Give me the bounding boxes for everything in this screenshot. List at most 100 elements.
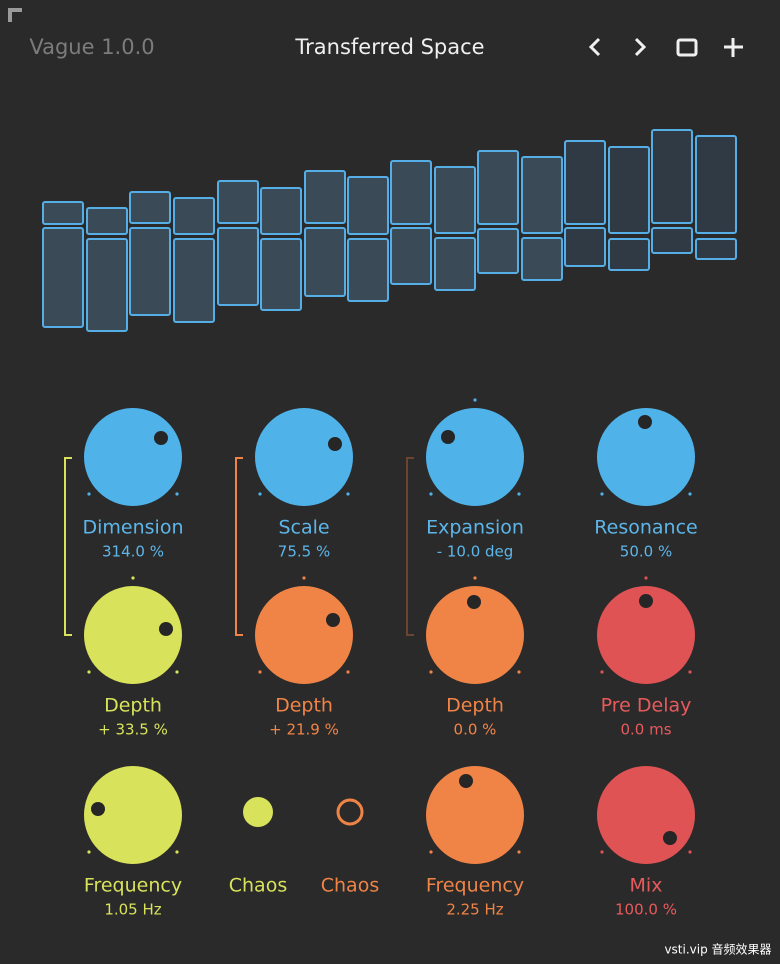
band-top — [260, 187, 302, 235]
band-bottom — [173, 238, 215, 323]
band-top — [608, 146, 650, 234]
control-value: 75.5 % — [278, 543, 330, 561]
range-dot — [87, 850, 91, 854]
knob[interactable] — [597, 766, 695, 864]
band-top — [477, 150, 519, 225]
link-bracket — [64, 457, 72, 636]
knob[interactable] — [255, 408, 353, 506]
band-bottom — [608, 238, 650, 271]
band-bottom — [347, 238, 389, 302]
control-label: Pre Delay — [601, 695, 692, 717]
control-value: 1.05 Hz — [104, 901, 161, 919]
range-dot — [517, 670, 521, 674]
control-value: - 10.0 deg — [437, 543, 514, 561]
range-dot — [346, 670, 350, 674]
band-bottom — [260, 238, 302, 311]
range-dot — [429, 850, 433, 854]
range-dot — [600, 492, 604, 496]
knob[interactable] — [426, 408, 524, 506]
knob[interactable] — [84, 586, 182, 684]
control-value: 0.0 ms — [620, 721, 671, 739]
control-label: Resonance — [594, 517, 697, 539]
band-top — [390, 160, 432, 225]
knob-indicator — [326, 613, 340, 627]
control-label: Frequency — [426, 875, 524, 897]
range-dot — [429, 492, 433, 496]
band-bottom — [86, 238, 128, 332]
knob-indicator — [663, 831, 677, 845]
band-top — [86, 207, 128, 235]
band-top — [129, 191, 171, 224]
add-button[interactable] — [724, 38, 743, 57]
knob[interactable] — [84, 766, 182, 864]
band-bottom — [390, 227, 432, 285]
watermark: vsti.vip 音频效果器 — [664, 942, 771, 957]
knob[interactable] — [255, 586, 353, 684]
band-top — [173, 197, 215, 235]
band-bottom — [129, 227, 171, 316]
band-top — [564, 140, 606, 225]
preset-name[interactable]: Transferred Space — [294, 35, 484, 59]
knob-indicator — [459, 774, 473, 788]
band-bottom — [434, 237, 476, 291]
band-bottom — [477, 228, 519, 274]
control-value: 314.0 % — [102, 543, 164, 561]
range-dot — [175, 850, 179, 854]
next-button[interactable] — [634, 37, 647, 57]
band-top — [42, 201, 84, 225]
band-bottom — [651, 227, 693, 254]
band-top — [347, 176, 389, 235]
range-dot — [688, 670, 692, 674]
knob[interactable] — [426, 586, 524, 684]
knob[interactable] — [84, 408, 182, 506]
range-dot — [517, 850, 521, 854]
band-top — [304, 170, 346, 224]
range-dot — [346, 492, 350, 496]
range-dot — [517, 492, 521, 496]
control-value: + 33.5 % — [98, 721, 168, 739]
band-top — [217, 180, 259, 224]
knob-indicator — [328, 437, 342, 451]
range-dot — [688, 492, 692, 496]
version: Vague 1.0.0 — [29, 35, 154, 59]
center-dot — [473, 576, 477, 580]
range-dot — [600, 670, 604, 674]
control-value: 2.25 Hz — [446, 901, 503, 919]
prev-button[interactable] — [588, 37, 601, 57]
knob[interactable] — [597, 586, 695, 684]
band-bottom — [217, 227, 259, 306]
knob-indicator — [159, 622, 173, 636]
band-top — [651, 129, 693, 224]
knob[interactable] — [597, 408, 695, 506]
chaos-toggle[interactable] — [336, 798, 364, 826]
chaos-toggle[interactable] — [243, 797, 273, 827]
range-dot — [175, 492, 179, 496]
control-label: Chaos — [229, 875, 287, 897]
range-dot — [87, 670, 91, 674]
range-dot — [688, 850, 692, 854]
control-value: 0.0 % — [454, 721, 497, 739]
center-dot — [131, 576, 135, 580]
control-label: Frequency — [84, 875, 182, 897]
knob-indicator — [639, 594, 653, 608]
knob[interactable] — [426, 766, 524, 864]
band-bottom — [304, 227, 346, 297]
control-label: Chaos — [321, 875, 379, 897]
control-label: Scale — [278, 517, 329, 539]
band-bottom — [42, 227, 84, 328]
range-dot — [175, 670, 179, 674]
knob-indicator — [154, 431, 168, 445]
range-dot — [600, 850, 604, 854]
band-top — [695, 135, 737, 234]
control-label: Expansion — [426, 517, 524, 539]
save-button[interactable] — [676, 38, 698, 57]
control-value: 50.0 % — [620, 543, 672, 561]
control-label: Depth — [446, 695, 504, 717]
band-top — [434, 166, 476, 234]
knob-indicator — [441, 430, 455, 444]
band-bottom — [695, 238, 737, 260]
corner-mark — [8, 8, 22, 22]
visualizer — [42, 129, 737, 332]
band-bottom — [564, 227, 606, 267]
